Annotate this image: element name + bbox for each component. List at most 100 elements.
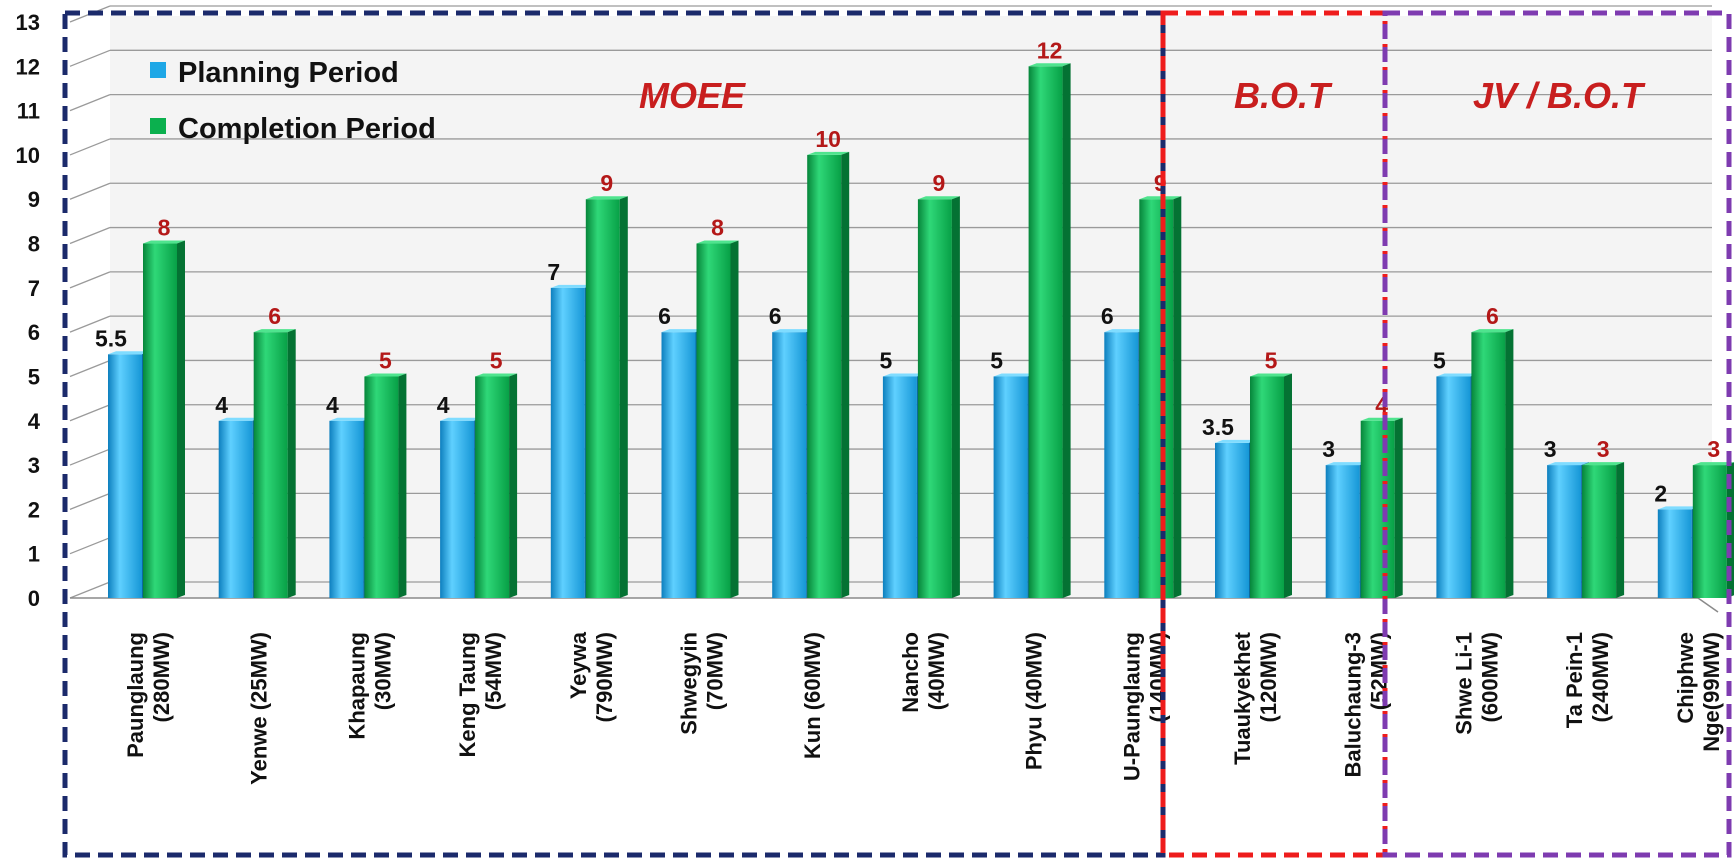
data-label: 3 <box>1322 436 1335 462</box>
gridline-side <box>69 404 111 422</box>
data-label: 3 <box>1707 436 1720 462</box>
x-tick-label-line: Yenwe (25MW) <box>247 632 272 785</box>
bar <box>550 287 585 598</box>
data-label: 12 <box>1037 37 1063 63</box>
bar-top <box>1471 329 1514 333</box>
y-tick-label: 9 <box>28 187 40 212</box>
y-tick-label: 11 <box>17 99 40 124</box>
x-tick-label-line: Baluchaung-3 <box>1341 632 1366 777</box>
bar <box>1436 376 1471 598</box>
x-tick-label-line: (40MW) <box>924 632 949 710</box>
x-tick-label: Keng Taung (54MW) <box>455 632 506 757</box>
data-label: 8 <box>158 215 171 241</box>
x-tick-label: Yeywa (790MW) <box>566 631 617 722</box>
y-tick-label: 0 <box>28 586 40 611</box>
bar-top <box>1692 462 1734 466</box>
x-tick-label: Phyu (40MW) <box>1022 632 1047 770</box>
gridline-side <box>69 49 111 67</box>
gridline-side <box>69 138 111 156</box>
x-tick-label-line: U-Paunglaung <box>1119 632 1144 781</box>
gridline-side <box>69 581 111 599</box>
bar-top <box>1325 462 1368 466</box>
x-tick-label-line: (54MW) <box>481 632 506 710</box>
gridline-side <box>69 537 111 555</box>
gridline-side <box>69 94 111 112</box>
bar-side <box>1616 462 1625 598</box>
gridline-side <box>69 492 111 510</box>
y-tick-label: 2 <box>28 497 40 522</box>
bar-side <box>1173 196 1182 598</box>
bar <box>108 354 142 598</box>
y-tick-label: 10 <box>16 143 40 168</box>
data-label: 6 <box>769 303 782 329</box>
bar <box>772 332 807 598</box>
bar <box>993 376 1028 598</box>
bar-top <box>1104 329 1147 333</box>
legend-swatch-planning <box>150 62 166 78</box>
bar-top <box>1547 462 1590 466</box>
data-label: 6 <box>1101 303 1114 329</box>
bar-side <box>509 373 518 598</box>
x-tick-label: Tuaukyekhet (120MW) <box>1230 631 1281 765</box>
bar <box>882 376 917 598</box>
bar-top <box>1250 373 1292 377</box>
bar-top <box>882 373 925 377</box>
data-label: 6 <box>658 303 671 329</box>
data-label: 4 <box>215 392 228 418</box>
group-box <box>1382 10 1732 858</box>
bar-top <box>550 284 593 288</box>
bar-top <box>917 196 960 200</box>
x-tick-label-line: Shwe Li-1 <box>1451 632 1476 735</box>
data-label: 5 <box>1265 347 1278 373</box>
bar <box>1139 199 1174 598</box>
data-label: 8 <box>711 215 724 241</box>
bar-top <box>807 151 850 155</box>
x-tick-label-line: Keng Taung <box>455 632 480 757</box>
x-tick-label-line: (30MW) <box>370 632 395 710</box>
bar <box>585 199 620 598</box>
bar <box>696 243 731 599</box>
bar-top <box>440 417 483 421</box>
bar <box>1657 509 1692 598</box>
bar-top <box>1657 506 1700 510</box>
bar <box>1250 376 1284 598</box>
bar-side <box>1062 63 1071 599</box>
gridline-side <box>69 448 111 466</box>
data-label: 6 <box>1486 303 1499 329</box>
bar <box>1692 465 1727 598</box>
x-tick-label-line: (120MW) <box>1256 632 1281 722</box>
bar <box>475 376 510 598</box>
data-label: 9 <box>933 170 946 196</box>
legend-label-completion: Completion Period <box>178 113 436 145</box>
bar <box>1028 66 1063 599</box>
bar <box>1360 420 1395 598</box>
group-title: MOEE <box>639 75 746 116</box>
x-tick-label: Shwegyin (70MW) <box>677 632 728 735</box>
data-label: 4 <box>437 392 450 418</box>
bar-side <box>730 240 739 599</box>
gridline-side <box>69 182 111 200</box>
data-label: 7 <box>547 259 560 285</box>
bar-side <box>951 196 960 598</box>
bar-side <box>398 373 407 598</box>
bar-side <box>1394 417 1403 598</box>
x-tick-label: Kun (60MW) <box>800 632 825 759</box>
x-tick-label-line: Nge(99MW) <box>1699 632 1724 752</box>
data-label: 5 <box>379 347 392 373</box>
bar <box>807 154 842 598</box>
data-label: 3 <box>1597 436 1610 462</box>
bar <box>364 376 399 598</box>
y-tick-label: 13 <box>16 10 40 35</box>
gridline-side <box>69 315 111 333</box>
y-tick-label: 6 <box>28 320 40 345</box>
bar <box>1547 465 1582 598</box>
bar <box>1471 332 1506 598</box>
x-tick-label-line: (280MW) <box>149 632 174 722</box>
x-tick-label-line: Kun (60MW) <box>800 632 825 759</box>
bar-top <box>993 373 1036 377</box>
y-tick-label: 12 <box>16 54 40 79</box>
bar <box>253 332 288 598</box>
bar-side <box>177 240 185 599</box>
bar-top <box>696 240 739 244</box>
